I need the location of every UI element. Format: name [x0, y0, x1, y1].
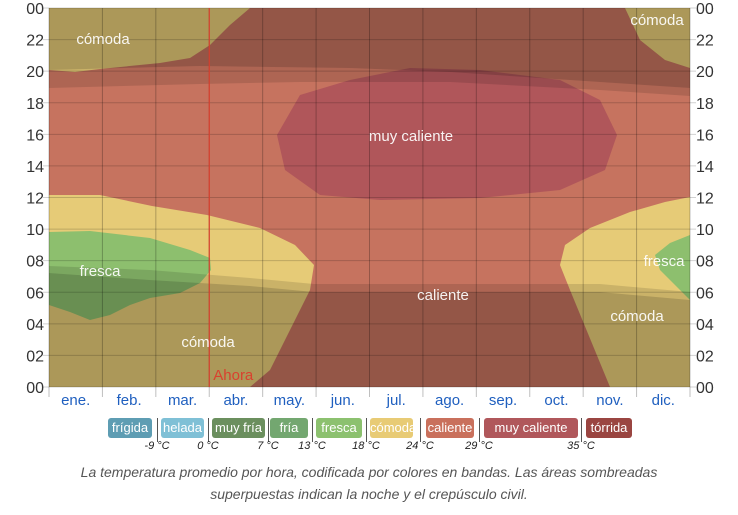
y-tick-left: 06: [26, 285, 44, 302]
y-tick-right: 00: [696, 380, 714, 397]
legend-threshold: 18 °C: [352, 440, 380, 452]
y-tick-right: 20: [696, 64, 714, 81]
region-label-comoda-bottom-left: cómoda: [181, 334, 235, 351]
legend-item: tórrida: [586, 418, 632, 438]
month-label: mar.: [168, 392, 197, 409]
y-tick-right: 10: [696, 222, 714, 239]
region-fresca-left: [49, 231, 211, 320]
legend-threshold: 29 °C: [465, 440, 493, 452]
month-label: ago.: [435, 392, 464, 409]
now-label: Ahora: [213, 367, 254, 384]
legend-separator: [208, 418, 209, 442]
month-label: jul.: [386, 392, 406, 409]
month-label: may.: [274, 392, 305, 409]
region-label-fresca-left: fresca: [80, 263, 122, 280]
y-tick-right: 08: [696, 254, 714, 271]
legend-threshold: 0 °C: [197, 440, 219, 452]
y-tick-right: 04: [696, 317, 714, 334]
y-tick-left: 22: [26, 33, 44, 50]
legend-item: muy fría: [212, 418, 265, 438]
legend-separator: [312, 418, 313, 442]
region-label-comoda-top-left: cómoda: [76, 31, 130, 48]
region-muy-caliente: [277, 68, 617, 200]
y-tick-right: 14: [696, 159, 714, 176]
legend-item: cómoda: [370, 418, 416, 438]
y-tick-left: 02: [26, 348, 44, 365]
legend-threshold: 13 °C: [298, 440, 326, 452]
legend-item: fresca: [316, 418, 362, 438]
y-tick-right: 00: [696, 1, 714, 18]
legend-threshold: 7 °C: [257, 440, 279, 452]
legend: frígida helada muy fría fría fresca cómoda cal…: [0, 418, 738, 458]
month-label: dic.: [652, 392, 675, 409]
y-tick-left: 10: [26, 222, 44, 239]
y-tick-left: 18: [26, 96, 44, 113]
legend-item: frígida: [108, 418, 152, 438]
region-comoda-bottom-right: [560, 197, 690, 387]
region-fresca-right: [655, 235, 690, 300]
caption-line-1: La temperatura promedio por hora, codifi…: [80, 464, 658, 480]
caption-line-2: superpuestas indican la noche y el crepú…: [210, 486, 528, 502]
y-tick-left: 20: [26, 64, 44, 81]
legend-separator: [420, 418, 421, 442]
y-tick-right: 06: [696, 285, 714, 302]
region-comoda-top-left: [49, 8, 250, 72]
y-tick-left: 16: [26, 127, 44, 144]
region-label-fresca-right: fresca: [644, 253, 686, 270]
legend-separator: [157, 418, 158, 442]
region-label-comoda-top-right: cómoda: [630, 12, 684, 29]
legend-separator: [268, 418, 269, 442]
region-label-comoda-bottom-right: cómoda: [610, 308, 664, 325]
legend-separator: [366, 418, 367, 442]
y-tick-left: 04: [26, 317, 44, 334]
legend-separator: [479, 418, 480, 442]
month-label: ene.: [61, 392, 90, 409]
month-label: feb.: [117, 392, 142, 409]
twilight-morning: [49, 266, 690, 300]
legend-item: muy caliente: [484, 418, 578, 438]
y-tick-right: 12: [696, 191, 714, 208]
y-tick-left: 00: [26, 380, 44, 397]
legend-item: fría: [270, 418, 308, 438]
y-tick-left: 00: [26, 1, 44, 18]
month-label: nov.: [596, 392, 623, 409]
month-label: sep.: [489, 392, 517, 409]
chart-svg: 00 00 02 02 04 04 06 06 08 08 10 10 12 12 14 14 16 16 18 18…: [26, 1, 714, 409]
legend-separator: [581, 418, 582, 442]
legend-item: helada: [161, 418, 204, 438]
month-label: jun.: [330, 392, 355, 409]
month-label: oct.: [544, 392, 568, 409]
legend-item: caliente: [426, 418, 474, 438]
y-tick-left: 12: [26, 191, 44, 208]
y-tick-right: 02: [696, 348, 714, 365]
y-tick-left: 14: [26, 159, 44, 176]
y-tick-right: 22: [696, 33, 714, 50]
legend-threshold: -9 °C: [144, 440, 170, 452]
y-tick-right: 16: [696, 127, 714, 144]
region-comoda-top-right: [625, 8, 690, 68]
region-label-muy-caliente: muy caliente: [369, 128, 453, 145]
region-label-caliente: caliente: [417, 287, 469, 304]
y-tick-left: 08: [26, 254, 44, 271]
month-label: abr.: [223, 392, 248, 409]
y-tick-right: 18: [696, 96, 714, 113]
legend-threshold: 35 °C: [567, 440, 595, 452]
legend-threshold: 24 °C: [406, 440, 434, 452]
